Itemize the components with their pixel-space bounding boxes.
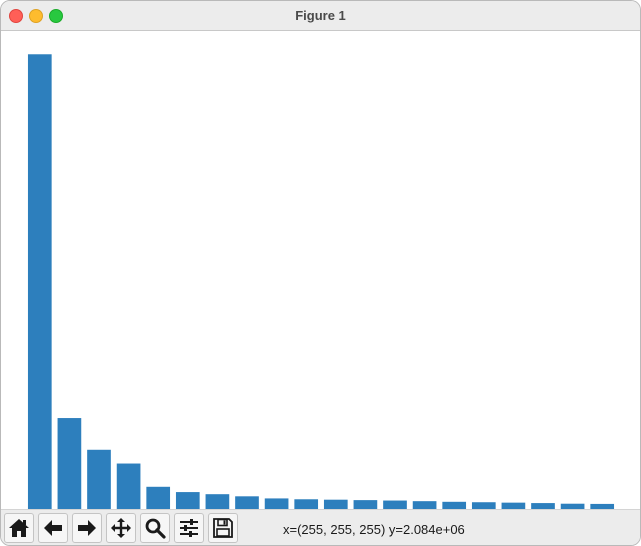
bar-2 — [57, 418, 82, 509]
zoom-button[interactable] — [140, 513, 170, 543]
bar-3 — [87, 449, 111, 509]
bar-13 — [383, 500, 407, 509]
magnifier-icon — [145, 518, 166, 539]
back-button[interactable] — [38, 513, 68, 543]
maximize-window-button[interactable] — [49, 9, 63, 23]
sliders-icon — [180, 519, 198, 537]
bar-14 — [412, 501, 437, 509]
bar-17 — [501, 502, 526, 509]
minimize-window-button[interactable] — [29, 9, 43, 23]
bar-18 — [531, 503, 555, 509]
bar-12 — [353, 500, 378, 509]
bar-6 — [175, 492, 200, 509]
arrow-left-icon — [44, 520, 62, 536]
window-title: Figure 1 — [295, 8, 346, 23]
close-window-button[interactable] — [9, 9, 23, 23]
bar-7 — [205, 494, 230, 509]
title-bar[interactable]: Figure 1 — [1, 1, 640, 31]
bar-11 — [323, 499, 348, 509]
home-button[interactable] — [4, 513, 34, 543]
bar-16 — [471, 502, 496, 509]
bar-1 — [27, 54, 52, 509]
forward-button[interactable] — [72, 513, 102, 543]
bar-5 — [146, 486, 171, 509]
bar-8 — [235, 496, 259, 509]
configure-subplots-button[interactable] — [174, 513, 204, 543]
move-icon — [111, 518, 131, 538]
home-icon — [9, 519, 29, 537]
bar-19 — [560, 503, 585, 509]
bar-9 — [264, 498, 289, 509]
navigation-toolbar: x=(255, 255, 255) y=2.084e+06 — [1, 509, 640, 545]
bar-15 — [442, 501, 467, 509]
bar-10 — [294, 499, 319, 509]
arrow-right-icon — [78, 520, 96, 536]
pan-button[interactable] — [106, 513, 136, 543]
bar-4 — [116, 463, 141, 509]
floppy-disk-icon — [213, 518, 233, 538]
bar-20 — [590, 503, 615, 509]
cursor-status-readout: x=(255, 255, 255) y=2.084e+06 — [283, 522, 465, 537]
plot-canvas[interactable] — [1, 31, 640, 509]
bar-chart — [27, 54, 615, 509]
save-button[interactable] — [208, 513, 238, 543]
